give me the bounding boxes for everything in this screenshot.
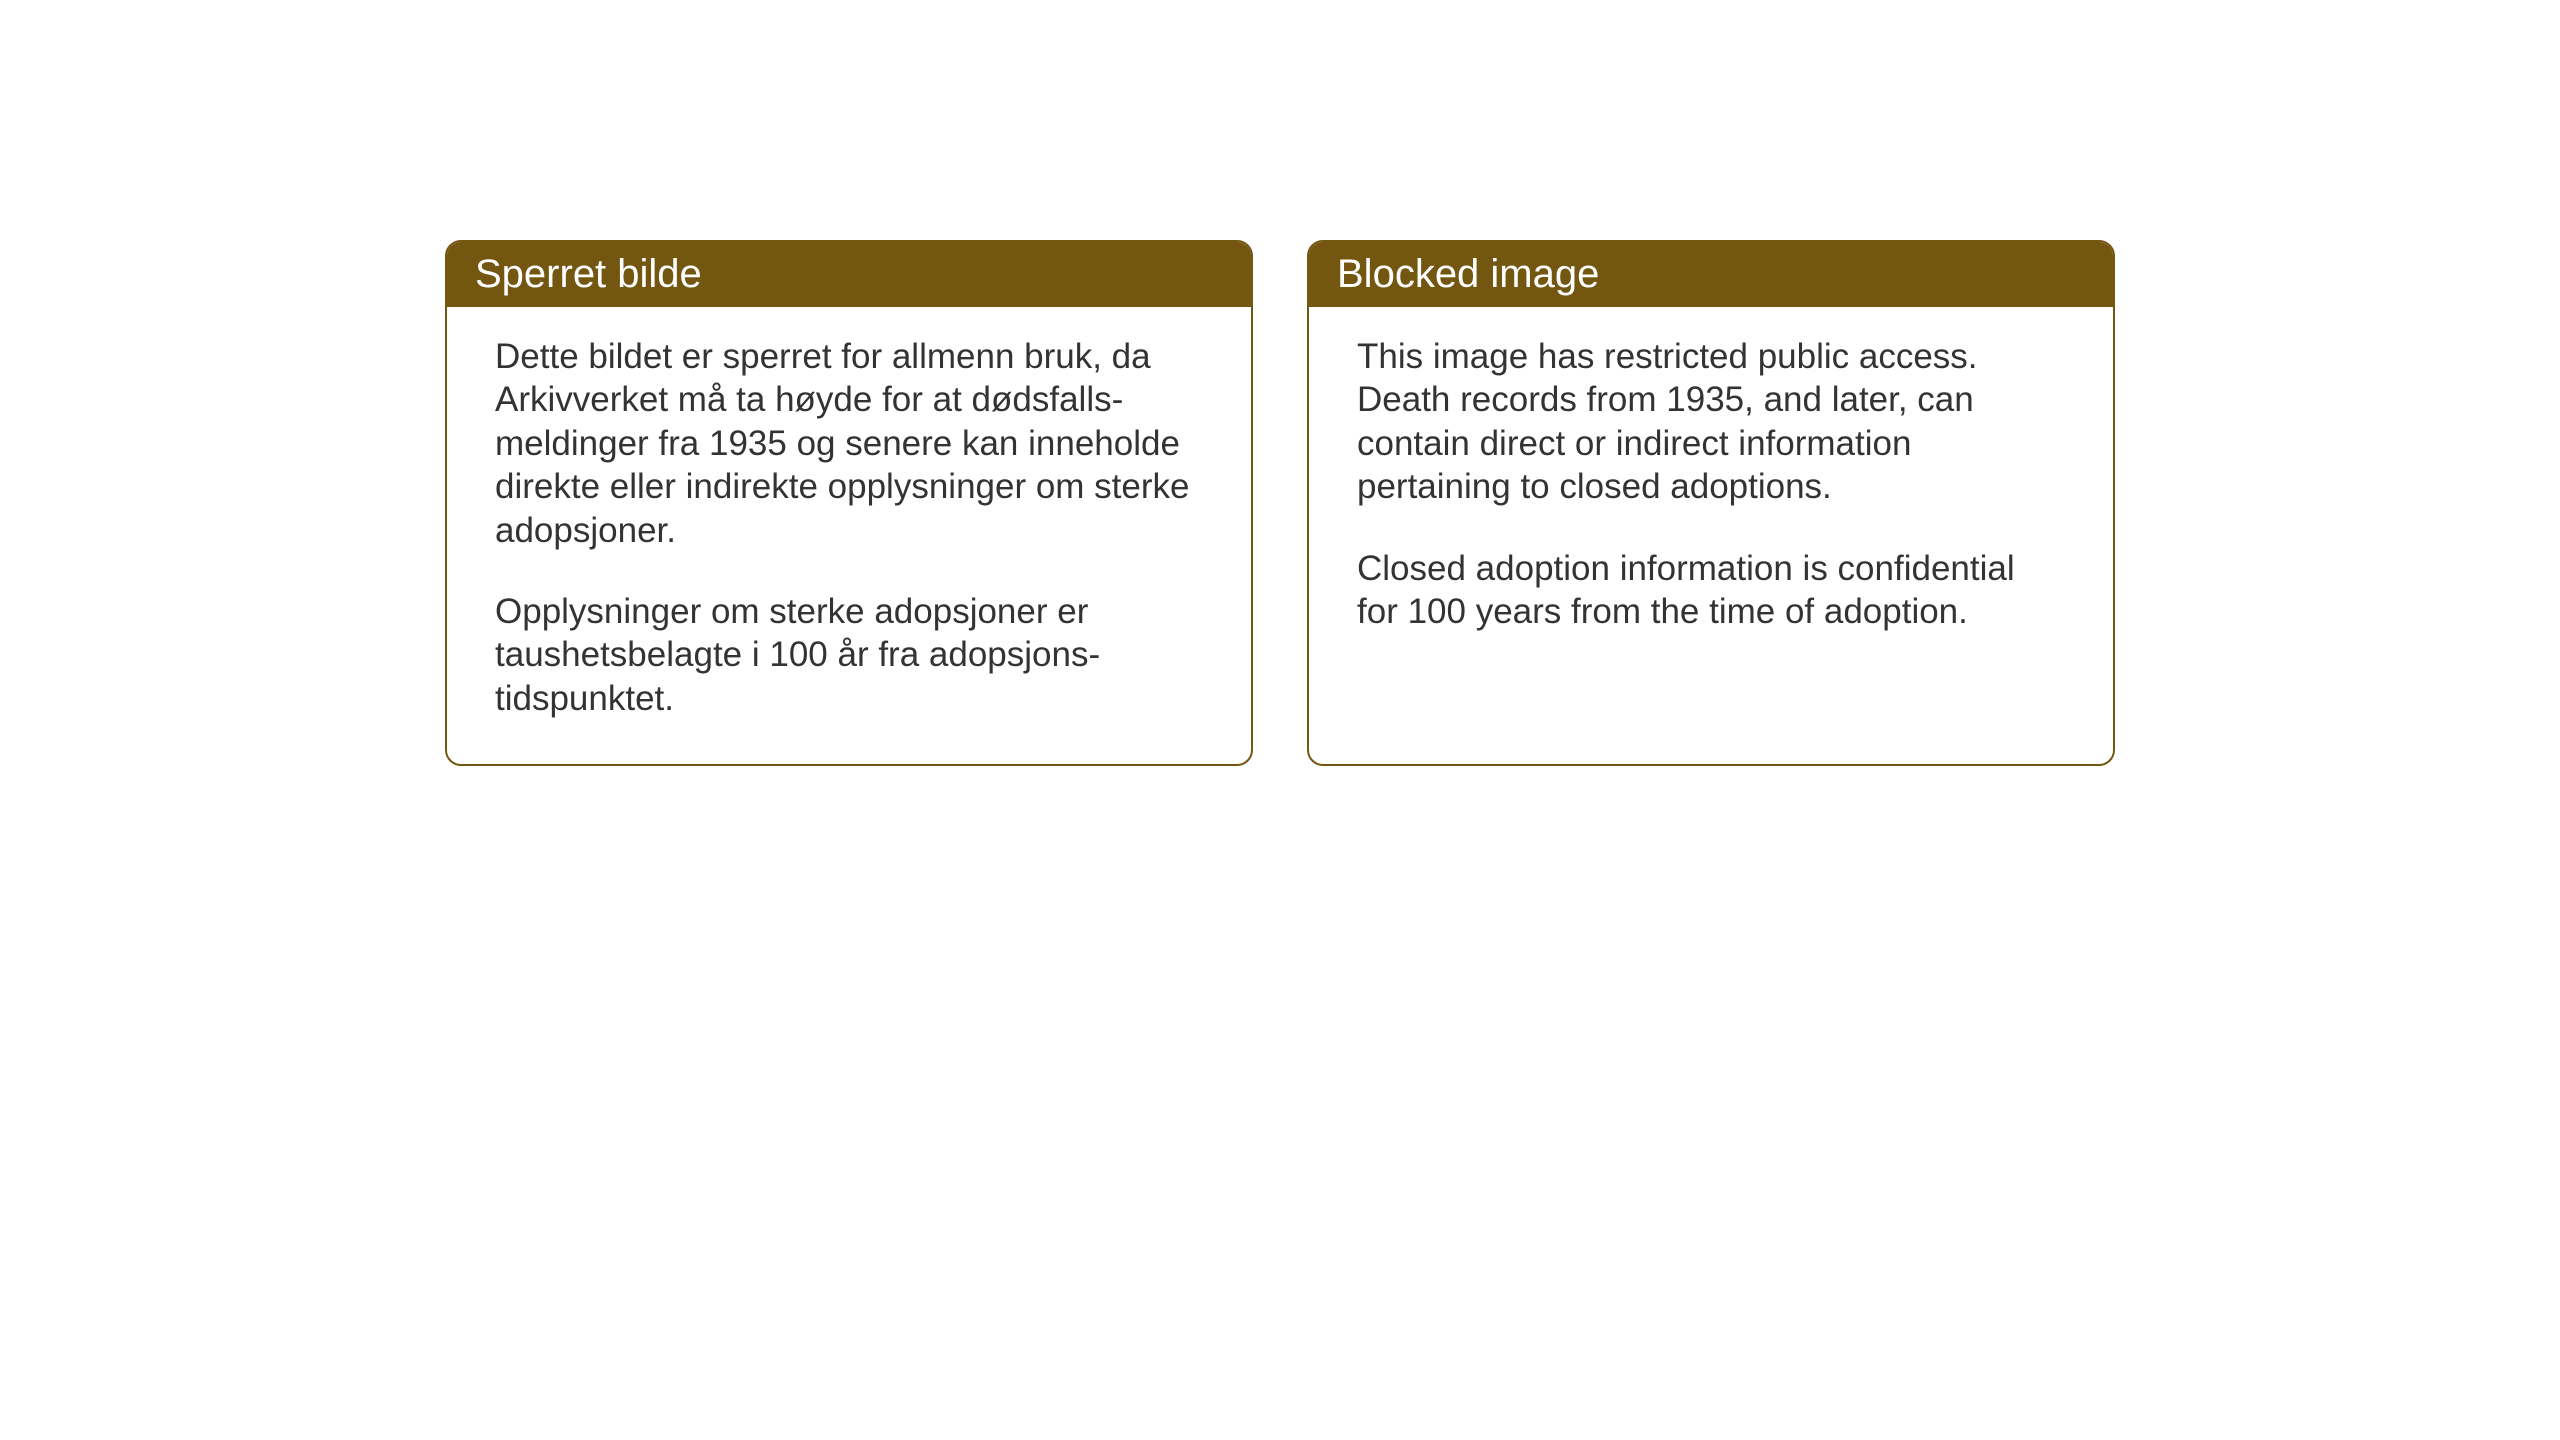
card-paragraph: Opplysninger om sterke adopsjoner er tau… — [495, 590, 1203, 720]
card-paragraph: Dette bildet er sperret for allmenn bruk… — [495, 335, 1203, 552]
card-header-english: Blocked image — [1309, 242, 2113, 307]
notice-card-norwegian: Sperret bilde Dette bildet er sperret fo… — [445, 240, 1253, 766]
card-header-norwegian: Sperret bilde — [447, 242, 1251, 307]
notice-cards-container: Sperret bilde Dette bildet er sperret fo… — [445, 240, 2115, 766]
card-title: Sperret bilde — [475, 252, 702, 296]
card-paragraph: Closed adoption information is confident… — [1357, 547, 2065, 634]
card-title: Blocked image — [1337, 252, 1599, 296]
card-paragraph: This image has restricted public access.… — [1357, 335, 2065, 509]
card-body-english: This image has restricted public access.… — [1309, 307, 2113, 677]
card-body-norwegian: Dette bildet er sperret for allmenn bruk… — [447, 307, 1251, 764]
notice-card-english: Blocked image This image has restricted … — [1307, 240, 2115, 766]
